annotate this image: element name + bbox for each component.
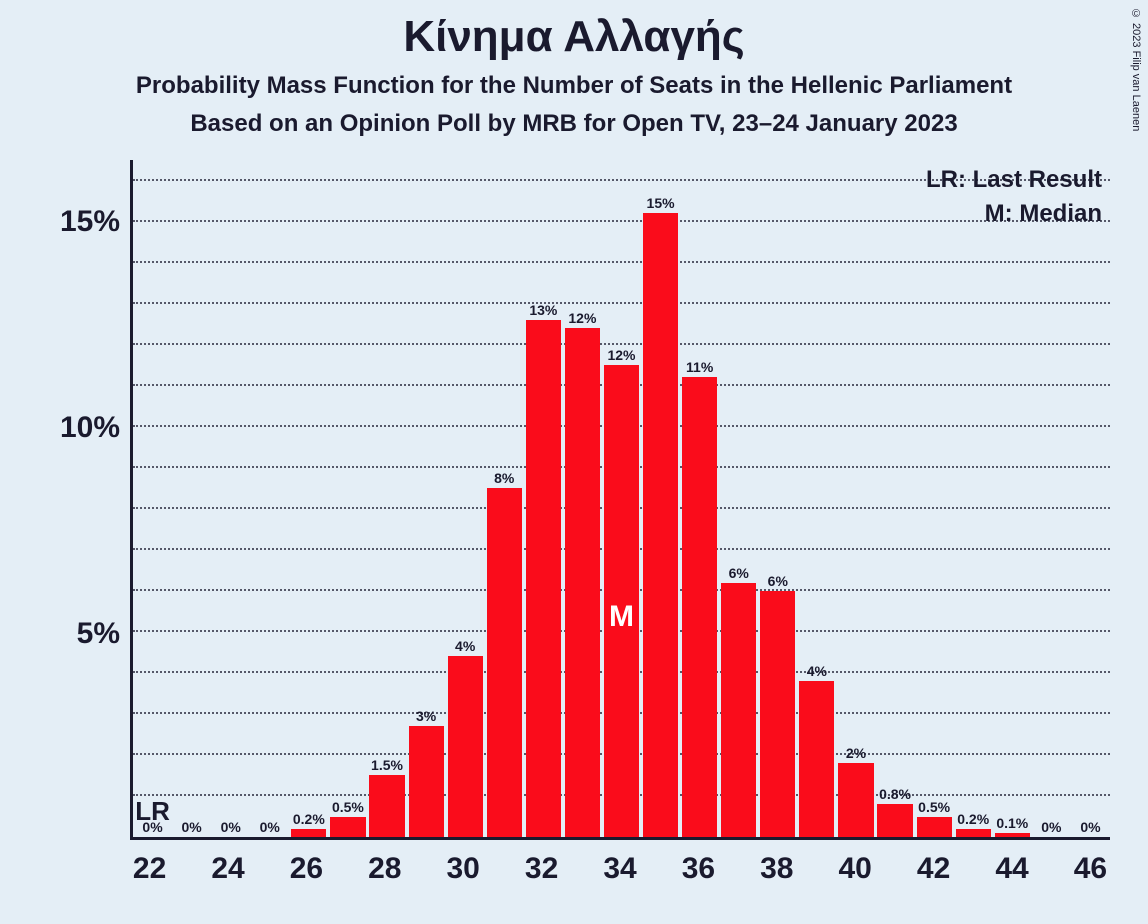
bar-value-label: 0% [221,819,241,837]
bar-value-label: 13% [529,302,557,320]
x-tick-label: 40 [839,852,872,886]
bar: 0.1% [995,833,1030,837]
bar: 1.5% [369,775,404,837]
bar-value-label: 15% [647,195,675,213]
bar: 6% [760,591,795,837]
bar: 0.8% [877,804,912,837]
bar-slot: 0.8% [876,160,915,837]
chart-title: Κίνημα Αλλαγής [0,12,1148,62]
last-result-marker: LR [135,796,170,827]
bar: 0.2% [291,829,326,837]
bar-slot: 6% [719,160,758,837]
bar-slot: 0.2% [954,160,993,837]
chart-area: 5%10%15% LR: Last Result M: Median 0%LR0… [60,160,1120,900]
y-tick-label: 5% [77,617,120,651]
x-tick-label: 34 [603,852,636,886]
x-tick-label: 36 [682,852,715,886]
bar-value-label: 0% [181,819,201,837]
x-tick-label: 24 [211,852,244,886]
bar-value-label: 0.5% [332,799,364,817]
bar-value-label: 0% [1080,819,1100,837]
x-axis-labels: 22 24 26 28 30 32 34 36 38 40 42 44 46 [130,840,1110,900]
bar-slot: 0% [1071,160,1110,837]
bar-value-label: 0.8% [879,786,911,804]
bar-value-label: 4% [455,638,475,656]
bar: 2% [838,763,873,837]
bar-slot: 12% M [602,160,641,837]
chart-subtitle-2: Based on an Opinion Poll by MRB for Open… [0,110,1148,138]
x-tick-label: 38 [760,852,793,886]
y-tick-label: 15% [60,205,120,239]
bar-slot: 6% [758,160,797,837]
plot-region: LR: Last Result M: Median 0%LR0%0%0%0.2%… [130,160,1110,840]
bar: 3% [409,726,444,837]
bar-slot: 0.5% [915,160,954,837]
bar-value-label: 0.2% [293,811,325,829]
x-tick-label: 28 [368,852,401,886]
bar: 4% [799,681,834,837]
bar-slot: 0.1% [993,160,1032,837]
chart-header: Κίνημα Αλλαγής Probability Mass Function… [0,0,1148,138]
bars-container: 0%LR0%0%0%0.2%0.5%1.5%3%4%8%13%12%12%M15… [133,160,1110,837]
bar: 0.5% [330,817,365,838]
bar: 0.2% [956,829,991,837]
bar-slot: 4% [446,160,485,837]
bar-slot: 0%LR [133,160,172,837]
bar-value-label: 12% [607,347,635,365]
bar-value-label: 3% [416,708,436,726]
bar-slot: 0% [250,160,289,837]
bar-slot: 8% [485,160,524,837]
bar: 6% [721,583,756,837]
copyright-text: © 2023 Filip van Laenen [1130,8,1142,131]
bar-slot: 0% [172,160,211,837]
chart-subtitle: Probability Mass Function for the Number… [0,72,1148,100]
x-tick-label: 44 [995,852,1028,886]
bar-value-label: 6% [768,573,788,591]
bar-slot: 0.5% [328,160,367,837]
x-tick-label: 22 [133,852,166,886]
bar: 8% [487,488,522,837]
bar-value-label: 0.2% [957,811,989,829]
x-tick-label: 30 [447,852,480,886]
bar-slot: 12% [563,160,602,837]
bar: 0.5% [917,817,952,838]
x-tick-label: 42 [917,852,950,886]
bar: 11% [682,377,717,837]
bar-slot: 11% [680,160,719,837]
x-tick-label: 26 [290,852,323,886]
bar-value-label: 1.5% [371,757,403,775]
bar-value-label: 0% [260,819,280,837]
bar-slot: 1.5% [367,160,406,837]
bar-slot: 0% [211,160,250,837]
y-tick-label: 10% [60,411,120,445]
x-tick-label: 32 [525,852,558,886]
bar-value-label: 12% [568,310,596,328]
bar-value-label: 8% [494,470,514,488]
bar-value-label: 2% [846,745,866,763]
bar-slot: 4% [797,160,836,837]
bar-value-label: 0.1% [996,815,1028,833]
bar: 15% [643,213,678,837]
bar-value-label: 0.5% [918,799,950,817]
bar-slot: 0.2% [289,160,328,837]
bar-slot: 3% [407,160,446,837]
bar-value-label: 0% [1041,819,1061,837]
median-marker: M [609,600,634,634]
bar: 13% [526,320,561,837]
bar-slot: 2% [836,160,875,837]
bar-value-label: 11% [686,359,713,377]
x-tick-label: 46 [1074,852,1107,886]
bar: 4% [448,656,483,837]
bar-slot: 0% [1032,160,1071,837]
y-axis-labels: 5% 10% 15% [60,160,130,840]
bar-slot: 13% [524,160,563,837]
bar: 12% [565,328,600,837]
bar-value-label: 6% [729,565,749,583]
bar-slot: 15% [641,160,680,837]
bar-value-label: 4% [807,663,827,681]
